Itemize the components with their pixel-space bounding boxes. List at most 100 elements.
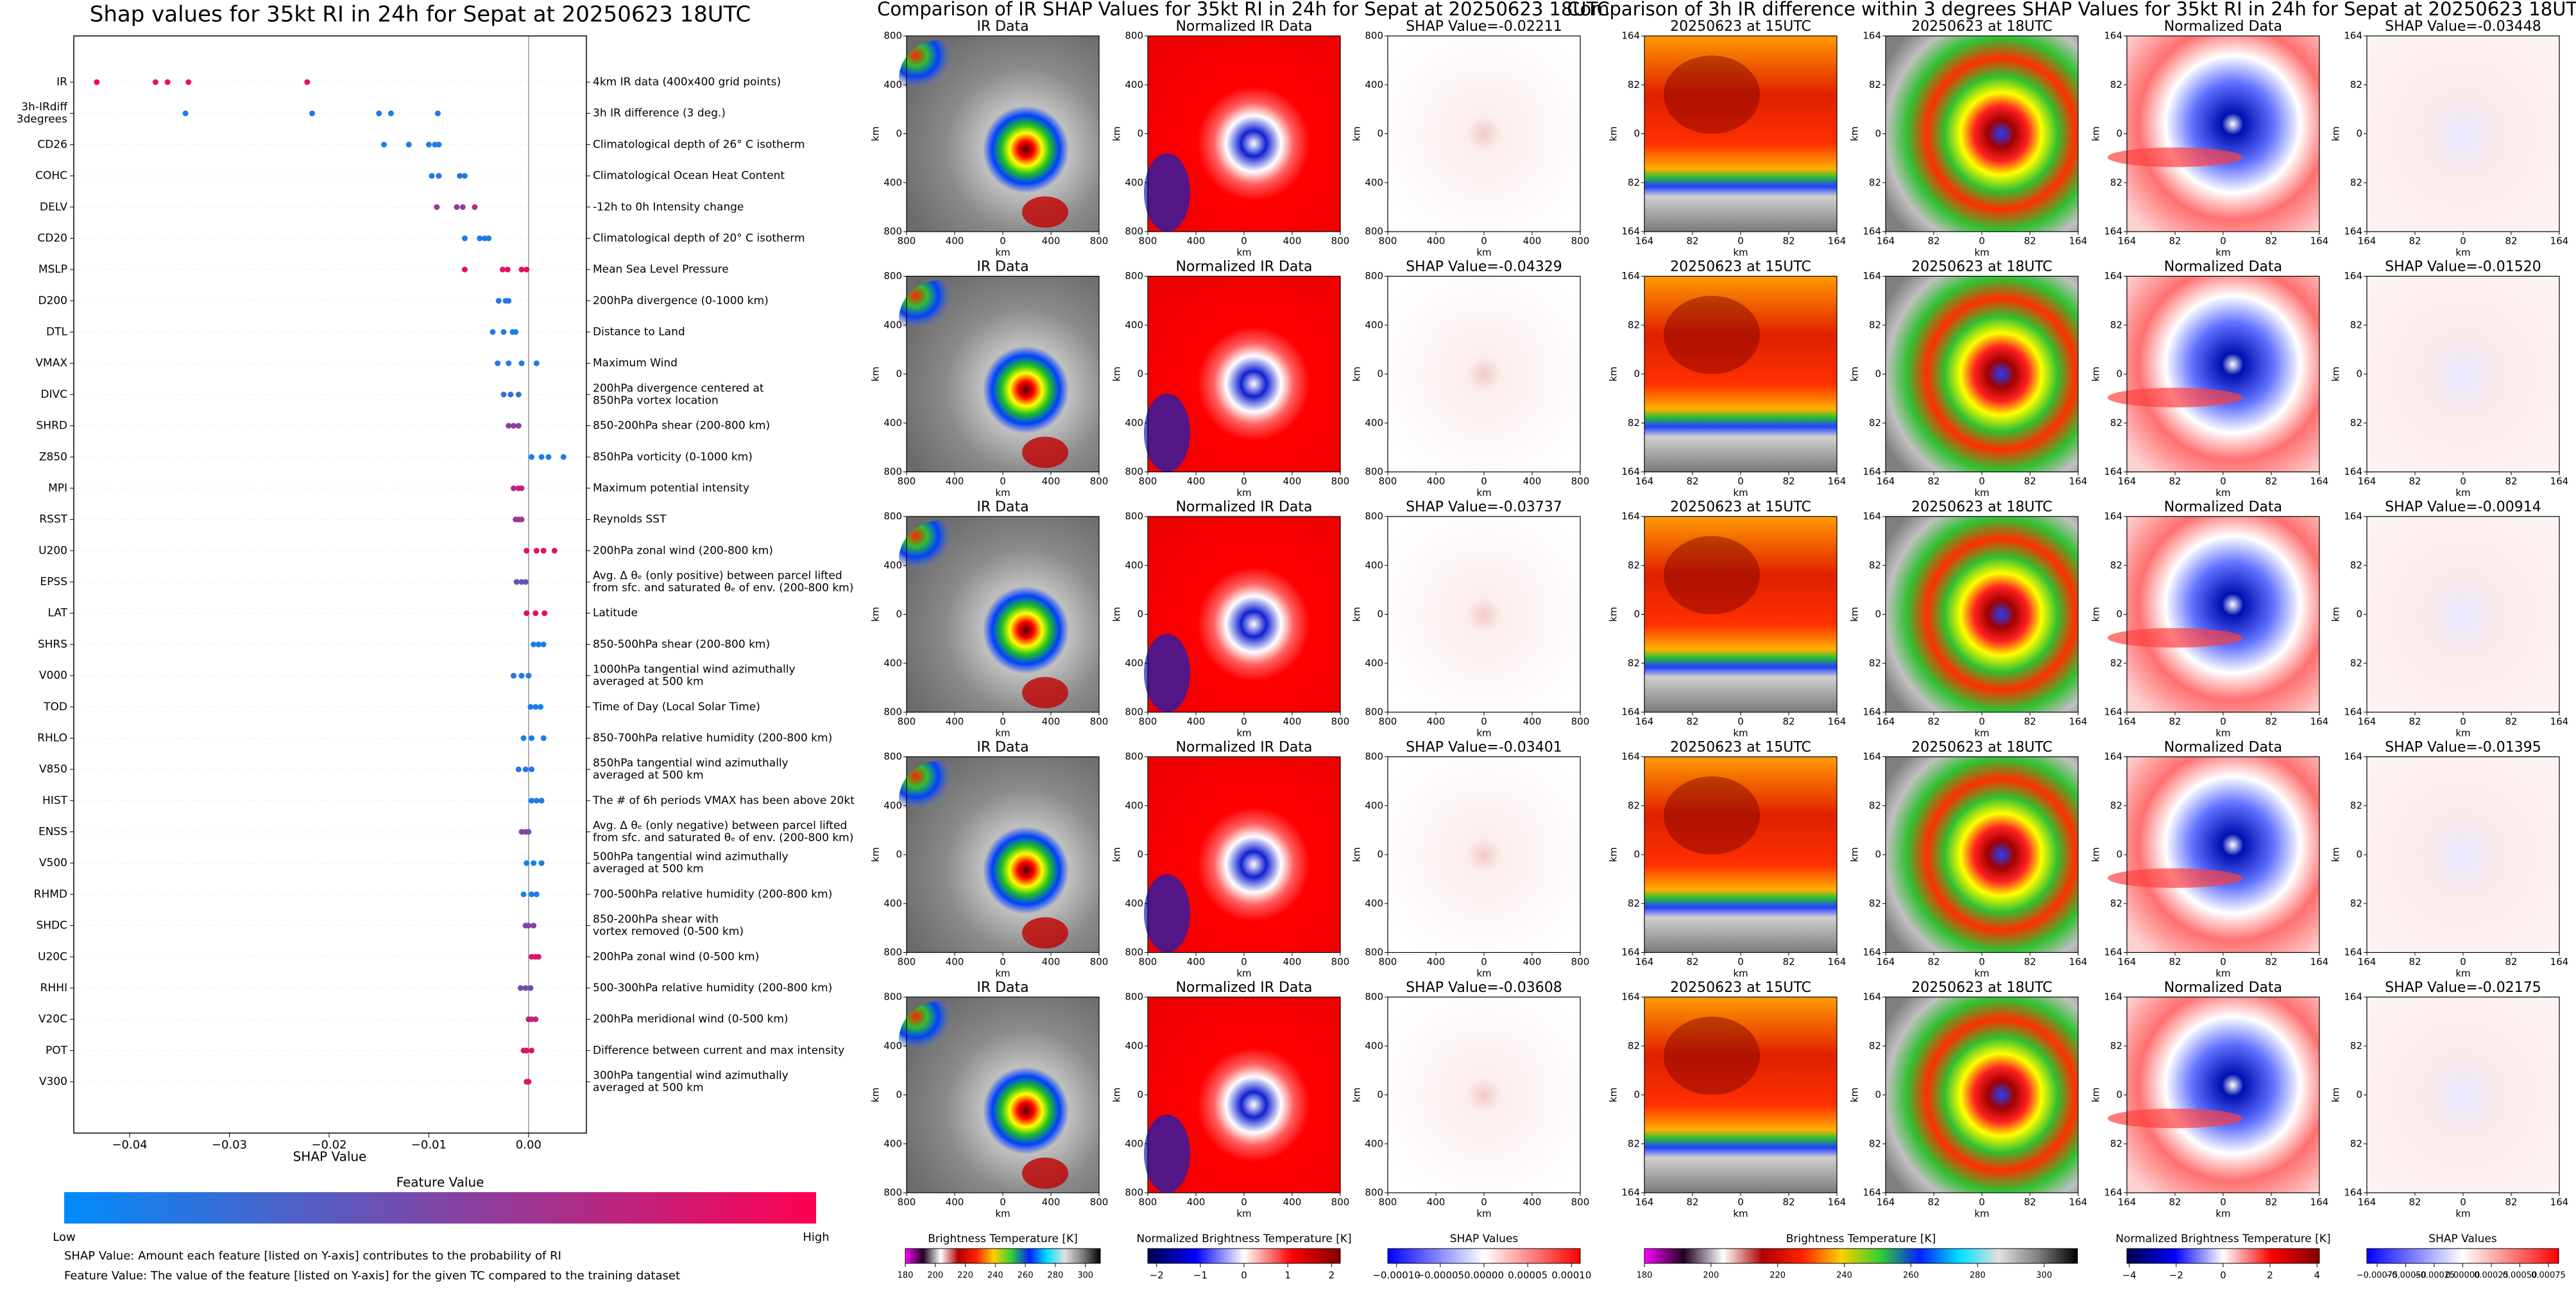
y-axis-label: km bbox=[1849, 366, 1861, 381]
y-tick-label: 164 bbox=[2104, 706, 2122, 718]
x-tick-label: 800 bbox=[898, 1197, 916, 1208]
x-axis-label: km bbox=[2455, 1208, 2470, 1220]
y-tick-label: 800 bbox=[1125, 706, 1143, 718]
x-tick-label: 82 bbox=[2409, 956, 2421, 968]
feature-description: 3h IR difference (3 deg.) bbox=[593, 107, 726, 120]
y-tick-label: 82 bbox=[2350, 559, 2362, 571]
feature-description-line: 850-500hPa shear (200-800 km) bbox=[593, 638, 770, 651]
colorbar bbox=[2126, 1248, 2320, 1264]
y-axis-label: km bbox=[1111, 847, 1123, 862]
satellite-image bbox=[1388, 276, 1580, 472]
y-tick-label: 0 bbox=[896, 1089, 902, 1100]
y-axis-label: km bbox=[2330, 366, 2342, 381]
y-tick-label: 82 bbox=[1869, 1138, 1881, 1149]
y-tick-label: 800 bbox=[883, 226, 902, 237]
feature-description-line: 850-700hPa relative humidity (200-800 km… bbox=[593, 731, 832, 744]
x-tick-label: 82 bbox=[2169, 235, 2181, 247]
x-axis-label: km bbox=[1476, 728, 1491, 739]
point bbox=[522, 579, 529, 585]
feature-description: Distance to Land bbox=[593, 326, 685, 339]
y-tick-label: 82 bbox=[2110, 79, 2122, 90]
y-tick-label: 400 bbox=[1365, 898, 1383, 909]
x-axis-label: km bbox=[2215, 968, 2230, 979]
y-tick-label: 0 bbox=[1875, 1089, 1881, 1100]
panel-title: SHAP Value=-0.02211 bbox=[1406, 19, 1562, 35]
y-axis-label: km bbox=[1849, 126, 1861, 141]
x-axis-label: km bbox=[995, 728, 1010, 739]
panel-title: IR Data bbox=[977, 259, 1028, 275]
feature-label: DIVC bbox=[40, 388, 67, 401]
point bbox=[538, 860, 545, 866]
point bbox=[500, 391, 507, 398]
point bbox=[531, 641, 537, 647]
y-tick-label: 164 bbox=[1863, 466, 1881, 477]
y-tick-label: 82 bbox=[2110, 1138, 2122, 1149]
satellite-image bbox=[2127, 36, 2319, 232]
point bbox=[506, 423, 512, 429]
y-tick-label: 164 bbox=[2344, 991, 2362, 1003]
y-tick-label: 0 bbox=[1633, 1089, 1640, 1100]
x-tick-label: 800 bbox=[1379, 1197, 1397, 1208]
feature-description-line: 200hPa divergence centered at bbox=[593, 382, 764, 395]
feature-label-line: RSST bbox=[39, 513, 67, 526]
y-tick-label: 164 bbox=[1863, 226, 1881, 237]
y-tick-label: 82 bbox=[1628, 898, 1640, 909]
y-tick-label: 0 bbox=[1137, 849, 1143, 860]
y-axis-label: km bbox=[2330, 607, 2342, 622]
colorbar-tick-label: 0 bbox=[2220, 1270, 2226, 1281]
image-feature bbox=[1664, 55, 1760, 134]
x-tick-label: 164 bbox=[1635, 475, 1654, 487]
y-axis-label: km bbox=[2090, 847, 2102, 862]
x-tick-label: 400 bbox=[1523, 1197, 1542, 1208]
point bbox=[529, 953, 535, 960]
y-tick-label: 82 bbox=[1869, 417, 1881, 429]
feature-label-line: LAT bbox=[47, 607, 67, 620]
image-feature bbox=[2108, 868, 2242, 888]
satellite-image bbox=[1886, 997, 2078, 1193]
y-tick-label: 0 bbox=[2116, 608, 2122, 620]
image-feature bbox=[2108, 627, 2242, 648]
point bbox=[508, 391, 514, 398]
x-tick-label: 0 bbox=[1737, 956, 1744, 968]
y-tick-label: 0 bbox=[2356, 1089, 2362, 1100]
x-tick-label: 400 bbox=[1187, 716, 1206, 728]
panel-title: IR Data bbox=[977, 19, 1028, 35]
colorbar-tick-label: 0.00005 bbox=[1508, 1270, 1548, 1281]
x-tick-label: 82 bbox=[2409, 1197, 2421, 1208]
image-feature bbox=[899, 280, 984, 359]
y-tick-label: 400 bbox=[1125, 417, 1143, 429]
y-tick-label: 400 bbox=[883, 559, 902, 571]
image-feature bbox=[1664, 776, 1760, 855]
y-tick-label: 82 bbox=[2350, 1138, 2362, 1149]
feature-description: Climatological depth of 26° C isotherm bbox=[593, 138, 805, 151]
y-tick-label: 400 bbox=[1125, 79, 1143, 90]
colorbar bbox=[1147, 1248, 1341, 1264]
y-tick-label: 164 bbox=[2104, 226, 2122, 237]
y-tick-label: 0 bbox=[896, 608, 902, 620]
feature-label-line: V000 bbox=[39, 669, 67, 682]
feature-description-line: from sfc. and saturated θₑ of env. (200-… bbox=[593, 582, 853, 595]
feature-label-line: EPSS bbox=[40, 576, 67, 588]
y-tick-label: 400 bbox=[1365, 799, 1383, 811]
y-tick-label: 164 bbox=[1621, 270, 1640, 282]
point bbox=[481, 235, 488, 241]
y-tick-label: 82 bbox=[1628, 319, 1640, 330]
y-tick-label: 0 bbox=[1875, 128, 1881, 139]
point bbox=[432, 141, 438, 148]
feature-label: RSST bbox=[39, 513, 67, 526]
image-feature bbox=[1022, 436, 1068, 468]
feature-label-line: CD20 bbox=[37, 232, 67, 244]
x-tick-label: 82 bbox=[2024, 1197, 2036, 1208]
x-tick-label: 164 bbox=[1828, 475, 1847, 487]
x-tick-label: 400 bbox=[946, 956, 964, 968]
x-tick-label: 400 bbox=[1283, 1197, 1302, 1208]
x-tick-label: 400 bbox=[1523, 235, 1542, 247]
y-tick-label: 164 bbox=[1863, 751, 1881, 762]
x-tick-label: 82 bbox=[2505, 956, 2517, 968]
x-tick-label: 0 bbox=[1737, 475, 1744, 487]
x-tick-label: 164 bbox=[1828, 956, 1847, 968]
satellite-image bbox=[2367, 36, 2559, 232]
feature-label: HIST bbox=[42, 794, 68, 807]
feature-label-line: 3h-IRdiff bbox=[21, 101, 68, 114]
image-feature bbox=[1664, 296, 1760, 374]
